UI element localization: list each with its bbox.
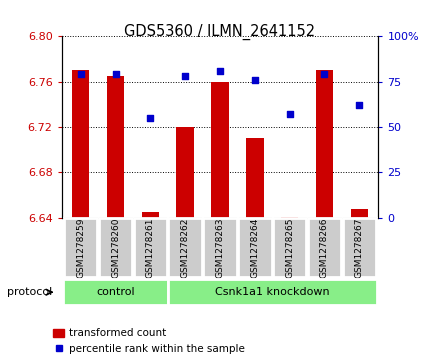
Bar [99,219,132,277]
Text: GSM1278263: GSM1278263 [216,217,224,278]
Text: GSM1278266: GSM1278266 [320,217,329,278]
Text: GSM1278260: GSM1278260 [111,217,120,278]
Bar [169,219,202,277]
Bar [64,219,97,277]
Bar [63,279,168,305]
Legend: transformed count, percentile rank within the sample: transformed count, percentile rank withi… [49,324,249,358]
Bar [273,219,306,277]
Bar [168,279,377,305]
Bar [316,70,333,218]
Text: control: control [96,287,135,297]
Bar [246,138,264,218]
Text: GSM1278262: GSM1278262 [181,217,190,278]
Text: GSM1278267: GSM1278267 [355,217,364,278]
Bar [203,219,237,277]
Text: Csnk1a1 knockdown: Csnk1a1 knockdown [215,287,330,297]
Bar [308,219,341,277]
Point [286,111,293,117]
Text: GSM1278259: GSM1278259 [76,217,85,278]
Point [216,68,224,74]
Bar [107,76,124,218]
Point [77,72,84,77]
Bar [343,219,376,277]
Text: GSM1278261: GSM1278261 [146,217,155,278]
Point [182,73,189,79]
Bar [351,209,368,218]
Bar [134,219,167,277]
Point [251,77,258,83]
Text: GSM1278264: GSM1278264 [250,217,259,278]
Bar [281,217,298,218]
Text: GDS5360 / ILMN_2641152: GDS5360 / ILMN_2641152 [125,24,315,40]
Text: GSM1278265: GSM1278265 [285,217,294,278]
Bar [142,212,159,218]
Point [356,102,363,108]
Point [112,72,119,77]
Point [147,115,154,121]
Bar [211,82,229,218]
Bar [176,127,194,218]
Bar [238,219,271,277]
Bar [72,70,89,218]
Point [321,72,328,77]
Text: protocol: protocol [7,287,52,297]
